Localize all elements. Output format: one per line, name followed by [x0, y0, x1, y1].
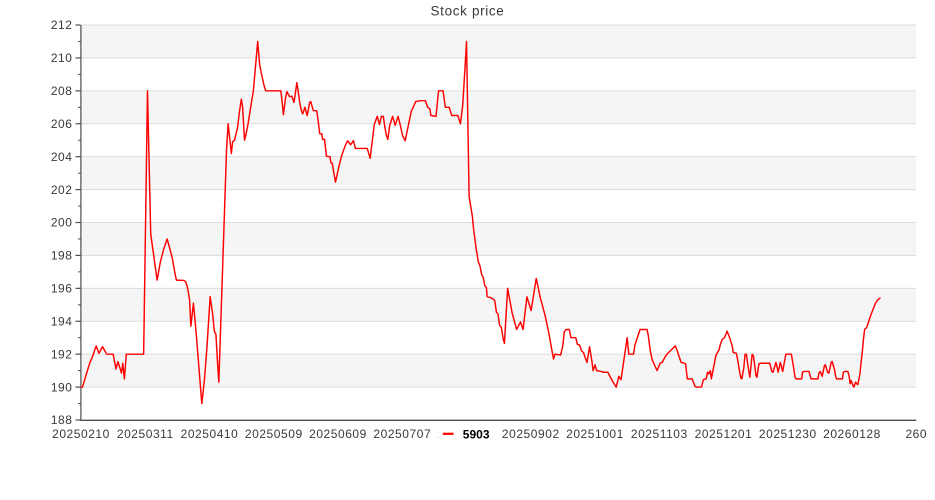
svg-text:20250410: 20250410 — [181, 427, 239, 441]
svg-text:20250509: 20250509 — [245, 427, 303, 441]
svg-text:210: 210 — [51, 51, 73, 65]
svg-text:20251230: 20251230 — [759, 427, 817, 441]
svg-text:206: 206 — [51, 117, 73, 131]
svg-text:20260128: 20260128 — [823, 427, 881, 441]
svg-text:Stock price: Stock price — [431, 4, 505, 19]
svg-text:198: 198 — [51, 249, 73, 263]
svg-text:208: 208 — [51, 84, 73, 98]
svg-text:188: 188 — [51, 413, 73, 427]
svg-text:20250210: 20250210 — [52, 427, 110, 441]
svg-text:5903: 5903 — [463, 427, 490, 441]
svg-text:192: 192 — [51, 347, 73, 361]
svg-text:260: 260 — [905, 427, 927, 441]
svg-text:20251201: 20251201 — [695, 427, 753, 441]
svg-text:20250609: 20250609 — [309, 427, 367, 441]
svg-text:204: 204 — [51, 150, 73, 164]
svg-text:190: 190 — [51, 380, 73, 394]
svg-text:20251103: 20251103 — [631, 427, 688, 441]
svg-text:20250902: 20250902 — [502, 427, 560, 441]
svg-text:202: 202 — [51, 183, 73, 197]
svg-text:194: 194 — [51, 314, 73, 328]
svg-text:200: 200 — [51, 216, 73, 230]
svg-text:20250311: 20250311 — [117, 427, 174, 441]
svg-text:196: 196 — [51, 282, 73, 296]
svg-text:20251001: 20251001 — [566, 427, 624, 441]
svg-text:212: 212 — [51, 18, 73, 32]
svg-text:20250707: 20250707 — [373, 427, 431, 441]
